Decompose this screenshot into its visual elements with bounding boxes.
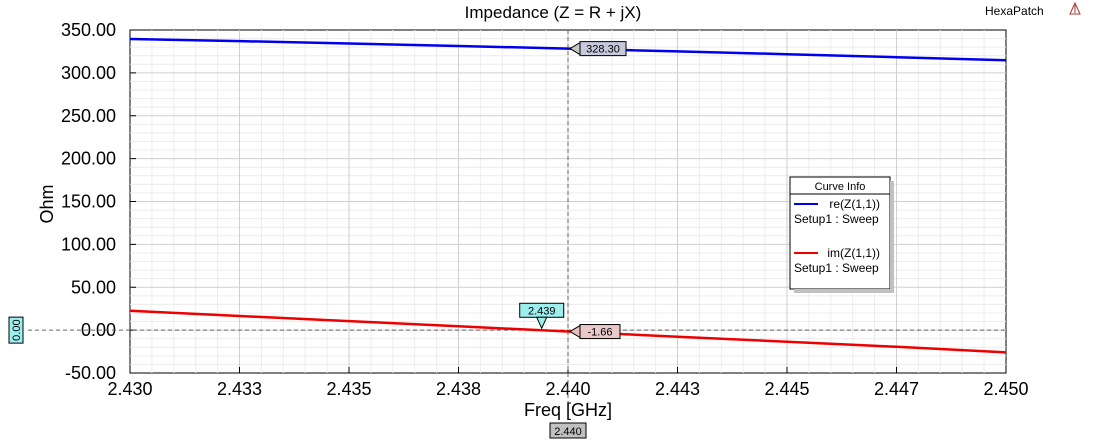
legend-entry-re-name: re(Z(1,1)) [829,197,880,211]
x-tick-label: 2.433 [217,379,262,399]
x-axis-label: Freq [GHz] [524,400,612,420]
im-value-label: -1.66 [587,327,612,339]
y-tick-label: 200.00 [61,149,116,169]
legend-title: Curve Info [815,181,866,193]
y-axis-ticks: 350.00 300.00 250.00 200.00 150.00 100.00 50.0… [61,20,136,383]
x-tick-label: 2.447 [874,379,919,399]
legend-entry-im-name: im(Z(1,1)) [827,246,880,260]
y-tick-label: 50.00 [71,277,116,297]
legend-entry-im-sub: Setup1 : Sweep [794,261,879,275]
x-tick-label: 2.450 [983,379,1028,399]
legend-box[interactable]: Curve Info re(Z(1,1)) Setup1 : Sweep im(… [789,176,894,293]
cursor-x-label: 2.440 [554,426,582,438]
y-tick-label: 250.00 [61,106,116,126]
crossing-label: 2.439 [528,305,556,317]
re-value-label: 328.30 [586,44,620,56]
crossing-pointer [535,316,548,330]
y-tick-label: 100.00 [61,234,116,254]
x-tick-label: 2.435 [326,379,371,399]
cursor-x-tag [549,422,587,439]
series-line-im [129,309,1007,354]
series-layer [129,37,1007,354]
y-axis-label: Ohm [37,184,57,223]
x-axis-ticks: 2.430 2.433 2.435 2.438 2.440 2.443 2.445 2.447… [107,367,1029,399]
x-tick-label: 2.445 [764,379,809,399]
y-tick-label: 150.00 [61,192,116,212]
y-tick-label: 350.00 [61,20,116,40]
im-value-box [579,324,621,340]
re-value-box [579,41,627,57]
x-tick-label: 2.443 [655,379,700,399]
x-tick-label: 2.430 [107,379,152,399]
marker-layer: 328.30 -1.66 2.439 0.00 2.440 [8,41,627,439]
cursor-y-tag [8,316,24,344]
cursor-y-label: 0.00 [11,319,23,340]
x-tick-label: 2.438 [436,379,481,399]
chart-title: Impedance (Z = R + jX) [465,3,642,22]
y-tick-label: 300.00 [61,63,116,83]
y-tick-label: -50.00 [65,363,116,383]
legend-entry-re-sub: Setup1 : Sweep [794,212,879,226]
brand-label: HexaPatch [985,4,1044,18]
brand-logo-icon [1069,1,1081,15]
series-line-re [129,37,1007,62]
